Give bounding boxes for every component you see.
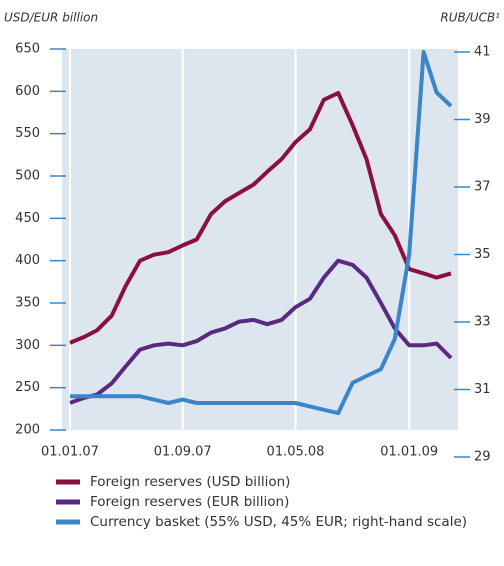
x-tick-label: 01.09.07: [154, 445, 212, 460]
y2-tick-label: 35: [474, 247, 491, 262]
legend-label: Foreign reserves (USD billion): [90, 474, 290, 490]
y2-tick-label: 41: [474, 45, 491, 60]
y-axis-title: USD/EUR billion: [4, 11, 98, 25]
y-tick-label: 350: [15, 296, 40, 311]
series-line: [69, 91, 452, 345]
y-tick-label: 650: [15, 42, 40, 57]
y2-tick-label: 39: [474, 112, 491, 127]
y2-tick-label: 31: [474, 382, 491, 397]
legend-label: Currency basket (55% USD, 45% EUR; right…: [90, 514, 467, 530]
y2-tick-label: 37: [474, 180, 491, 195]
y-tick-label: 500: [15, 169, 40, 184]
y-tick-label: 200: [15, 423, 40, 438]
y-tick-label: 600: [15, 84, 40, 99]
y-tick-label: 450: [15, 211, 40, 226]
y-tick-label: 300: [15, 338, 40, 353]
y-tick-label: 550: [15, 126, 40, 141]
x-tick-label: 01.01.09: [380, 445, 438, 460]
y-tick-label: 400: [15, 253, 40, 268]
y2-tick-label: 29: [474, 450, 491, 465]
y2-axis-title: RUB/UCB¹: [440, 11, 500, 25]
x-tick-label: 01.05.08: [267, 445, 325, 460]
y-tick-label: 250: [15, 380, 40, 395]
legend-label: Foreign reserves (EUR billion): [90, 494, 289, 510]
y2-tick-label: 33: [474, 315, 491, 330]
series-line: [70, 50, 453, 416]
series-line: [69, 258, 453, 405]
x-tick-label: 01.01.07: [41, 445, 99, 460]
